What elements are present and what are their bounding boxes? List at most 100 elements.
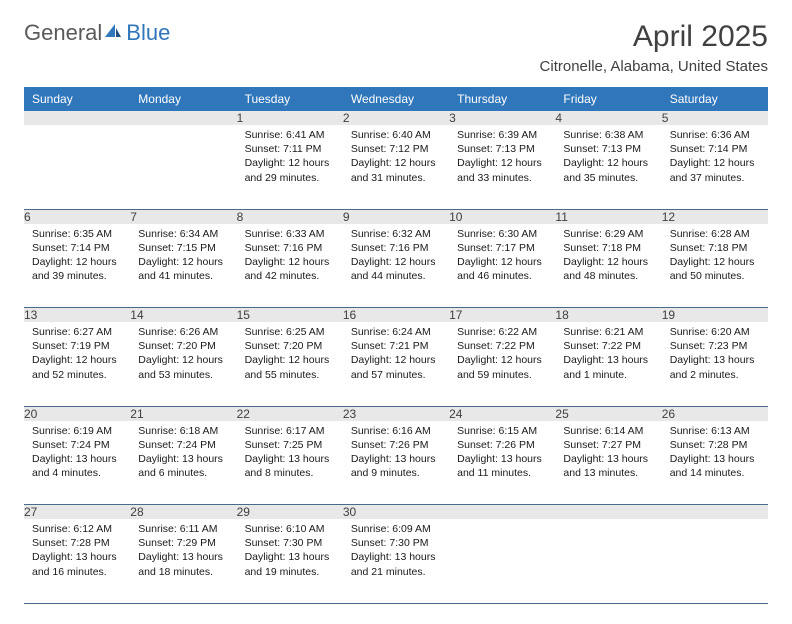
- day-number: 30: [343, 505, 449, 520]
- day-number: 4: [555, 111, 661, 125]
- day-cell: Sunrise: 6:10 AMSunset: 7:30 PMDaylight:…: [237, 519, 343, 603]
- day-number: 23: [343, 406, 449, 421]
- day-number: 6: [24, 209, 130, 224]
- weekday-header-row: Sunday Monday Tuesday Wednesday Thursday…: [24, 87, 768, 111]
- empty-day-number: [130, 111, 236, 125]
- day-number: 16: [343, 308, 449, 323]
- day-content-row: Sunrise: 6:12 AMSunset: 7:28 PMDaylight:…: [24, 519, 768, 603]
- day-details: Sunrise: 6:38 AMSunset: 7:13 PMDaylight:…: [555, 125, 661, 191]
- day-details: Sunrise: 6:24 AMSunset: 7:21 PMDaylight:…: [343, 322, 449, 388]
- logo-text-general: General: [24, 20, 102, 46]
- day-details: Sunrise: 6:41 AMSunset: 7:11 PMDaylight:…: [237, 125, 343, 191]
- day-number: 24: [449, 406, 555, 421]
- weekday-header: Thursday: [449, 87, 555, 111]
- day-number: 9: [343, 209, 449, 224]
- day-details: Sunrise: 6:21 AMSunset: 7:22 PMDaylight:…: [555, 322, 661, 388]
- empty-day-cell: [662, 519, 768, 603]
- day-content-row: Sunrise: 6:35 AMSunset: 7:14 PMDaylight:…: [24, 224, 768, 308]
- day-cell: Sunrise: 6:13 AMSunset: 7:28 PMDaylight:…: [662, 421, 768, 505]
- day-details: Sunrise: 6:10 AMSunset: 7:30 PMDaylight:…: [237, 519, 343, 585]
- day-number: 27: [24, 505, 130, 520]
- weekday-header: Tuesday: [237, 87, 343, 111]
- day-cell: Sunrise: 6:11 AMSunset: 7:29 PMDaylight:…: [130, 519, 236, 603]
- day-details: Sunrise: 6:16 AMSunset: 7:26 PMDaylight:…: [343, 421, 449, 487]
- day-details: Sunrise: 6:33 AMSunset: 7:16 PMDaylight:…: [237, 224, 343, 290]
- day-details: Sunrise: 6:30 AMSunset: 7:17 PMDaylight:…: [449, 224, 555, 290]
- day-cell: Sunrise: 6:14 AMSunset: 7:27 PMDaylight:…: [555, 421, 661, 505]
- calendar-page: General Blue April 2025 Citronelle, Alab…: [0, 0, 792, 624]
- day-cell: Sunrise: 6:18 AMSunset: 7:24 PMDaylight:…: [130, 421, 236, 505]
- day-details: Sunrise: 6:14 AMSunset: 7:27 PMDaylight:…: [555, 421, 661, 487]
- day-details: Sunrise: 6:22 AMSunset: 7:22 PMDaylight:…: [449, 322, 555, 388]
- day-number: 13: [24, 308, 130, 323]
- day-details: Sunrise: 6:28 AMSunset: 7:18 PMDaylight:…: [662, 224, 768, 290]
- day-details: Sunrise: 6:25 AMSunset: 7:20 PMDaylight:…: [237, 322, 343, 388]
- day-details: Sunrise: 6:15 AMSunset: 7:26 PMDaylight:…: [449, 421, 555, 487]
- day-cell: Sunrise: 6:33 AMSunset: 7:16 PMDaylight:…: [237, 224, 343, 308]
- day-details: Sunrise: 6:19 AMSunset: 7:24 PMDaylight:…: [24, 421, 130, 487]
- day-number: 1: [237, 111, 343, 125]
- day-cell: Sunrise: 6:29 AMSunset: 7:18 PMDaylight:…: [555, 224, 661, 308]
- day-details: Sunrise: 6:17 AMSunset: 7:25 PMDaylight:…: [237, 421, 343, 487]
- empty-day-number: [24, 111, 130, 125]
- day-cell: Sunrise: 6:09 AMSunset: 7:30 PMDaylight:…: [343, 519, 449, 603]
- day-cell: Sunrise: 6:35 AMSunset: 7:14 PMDaylight:…: [24, 224, 130, 308]
- day-cell: Sunrise: 6:20 AMSunset: 7:23 PMDaylight:…: [662, 322, 768, 406]
- empty-day-cell: [555, 519, 661, 603]
- logo: General Blue: [24, 20, 170, 46]
- day-cell: Sunrise: 6:26 AMSunset: 7:20 PMDaylight:…: [130, 322, 236, 406]
- day-number: 17: [449, 308, 555, 323]
- day-cell: Sunrise: 6:17 AMSunset: 7:25 PMDaylight:…: [237, 421, 343, 505]
- day-number: 3: [449, 111, 555, 125]
- weekday-header: Friday: [555, 87, 661, 111]
- logo-text-blue: Blue: [126, 20, 170, 46]
- empty-day-cell: [130, 125, 236, 209]
- empty-day-number: [555, 505, 661, 520]
- day-cell: Sunrise: 6:40 AMSunset: 7:12 PMDaylight:…: [343, 125, 449, 209]
- day-number-row: 20212223242526: [24, 406, 768, 421]
- day-number: 22: [237, 406, 343, 421]
- day-number: 11: [555, 209, 661, 224]
- day-details: Sunrise: 6:13 AMSunset: 7:28 PMDaylight:…: [662, 421, 768, 487]
- day-number: 21: [130, 406, 236, 421]
- day-details: Sunrise: 6:32 AMSunset: 7:16 PMDaylight:…: [343, 224, 449, 290]
- day-cell: Sunrise: 6:41 AMSunset: 7:11 PMDaylight:…: [237, 125, 343, 209]
- location-subtitle: Citronelle, Alabama, United States: [540, 58, 768, 75]
- day-content-row: Sunrise: 6:41 AMSunset: 7:11 PMDaylight:…: [24, 125, 768, 209]
- day-number-row: 12345: [24, 111, 768, 125]
- day-cell: Sunrise: 6:22 AMSunset: 7:22 PMDaylight:…: [449, 322, 555, 406]
- day-number: 19: [662, 308, 768, 323]
- weekday-header: Sunday: [24, 87, 130, 111]
- day-details: Sunrise: 6:11 AMSunset: 7:29 PMDaylight:…: [130, 519, 236, 585]
- day-number: 10: [449, 209, 555, 224]
- day-number: 26: [662, 406, 768, 421]
- day-number: 15: [237, 308, 343, 323]
- day-number: 2: [343, 111, 449, 125]
- calendar-table: Sunday Monday Tuesday Wednesday Thursday…: [24, 87, 768, 604]
- logo-sail-icon: [102, 22, 122, 45]
- day-details: Sunrise: 6:12 AMSunset: 7:28 PMDaylight:…: [24, 519, 130, 585]
- day-cell: Sunrise: 6:12 AMSunset: 7:28 PMDaylight:…: [24, 519, 130, 603]
- empty-day-number: [662, 505, 768, 520]
- day-details: Sunrise: 6:35 AMSunset: 7:14 PMDaylight:…: [24, 224, 130, 290]
- day-details: Sunrise: 6:09 AMSunset: 7:30 PMDaylight:…: [343, 519, 449, 585]
- day-cell: Sunrise: 6:27 AMSunset: 7:19 PMDaylight:…: [24, 322, 130, 406]
- day-cell: Sunrise: 6:36 AMSunset: 7:14 PMDaylight:…: [662, 125, 768, 209]
- day-details: Sunrise: 6:39 AMSunset: 7:13 PMDaylight:…: [449, 125, 555, 191]
- day-number: 18: [555, 308, 661, 323]
- day-cell: Sunrise: 6:39 AMSunset: 7:13 PMDaylight:…: [449, 125, 555, 209]
- day-cell: Sunrise: 6:38 AMSunset: 7:13 PMDaylight:…: [555, 125, 661, 209]
- day-number: 20: [24, 406, 130, 421]
- day-cell: Sunrise: 6:21 AMSunset: 7:22 PMDaylight:…: [555, 322, 661, 406]
- weekday-header: Wednesday: [343, 87, 449, 111]
- day-details: Sunrise: 6:20 AMSunset: 7:23 PMDaylight:…: [662, 322, 768, 388]
- day-cell: Sunrise: 6:32 AMSunset: 7:16 PMDaylight:…: [343, 224, 449, 308]
- weekday-header: Monday: [130, 87, 236, 111]
- day-content-row: Sunrise: 6:19 AMSunset: 7:24 PMDaylight:…: [24, 421, 768, 505]
- day-cell: Sunrise: 6:19 AMSunset: 7:24 PMDaylight:…: [24, 421, 130, 505]
- day-content-row: Sunrise: 6:27 AMSunset: 7:19 PMDaylight:…: [24, 322, 768, 406]
- day-details: Sunrise: 6:27 AMSunset: 7:19 PMDaylight:…: [24, 322, 130, 388]
- day-number: 25: [555, 406, 661, 421]
- day-number-row: 13141516171819: [24, 308, 768, 323]
- day-number: 28: [130, 505, 236, 520]
